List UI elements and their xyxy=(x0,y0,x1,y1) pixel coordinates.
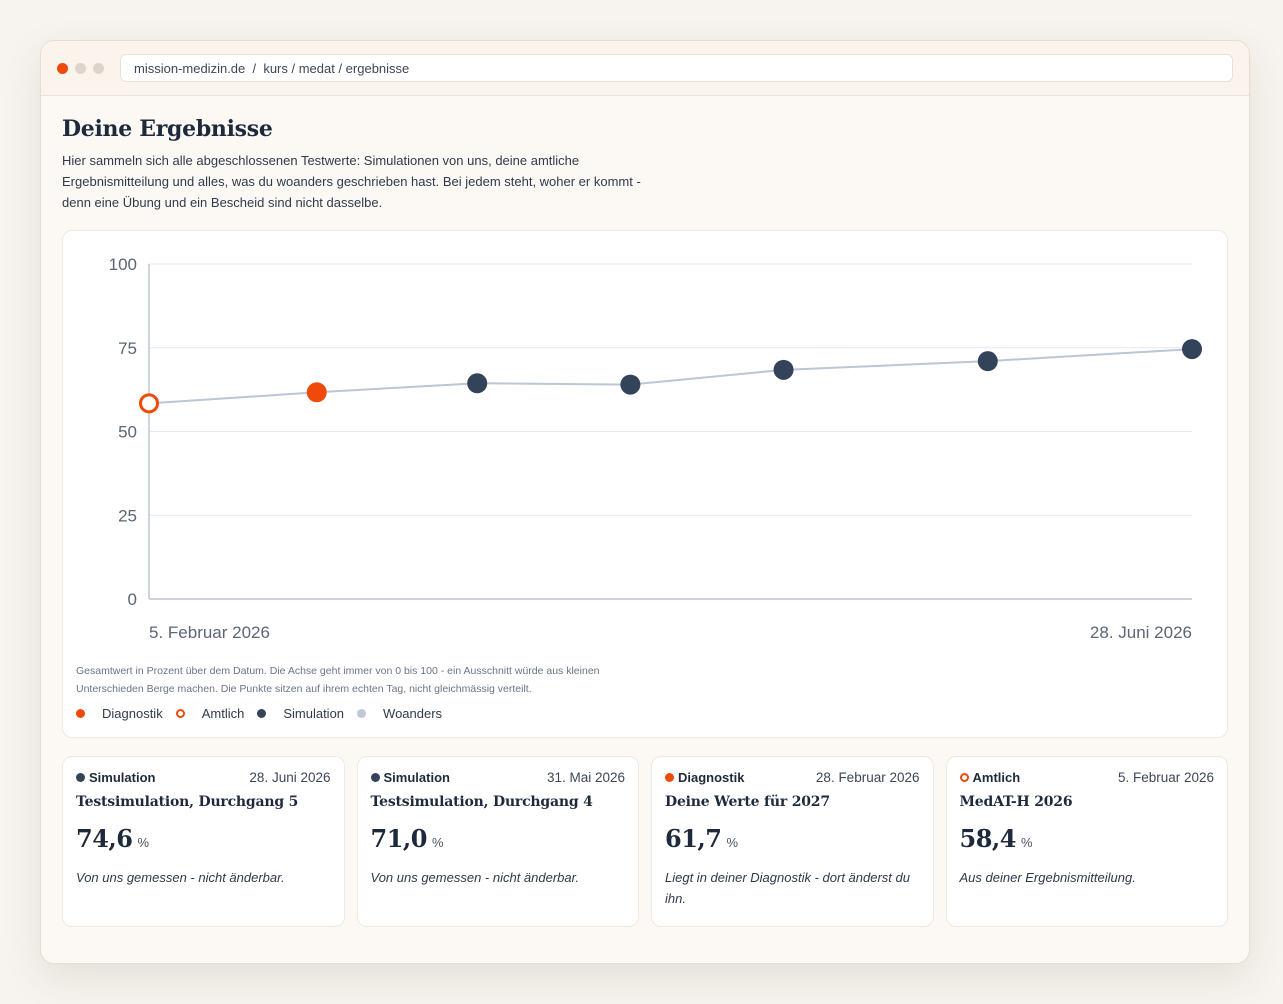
card-score-unit: % xyxy=(137,835,150,850)
y-tick-label: 0 xyxy=(128,590,137,609)
card-source-label: Amtlich xyxy=(972,770,1021,785)
data-point-simulation xyxy=(1182,339,1202,360)
card-score: 61,7% xyxy=(665,824,920,853)
title-bar: mission-medizin.de / kurs / medat / erge… xyxy=(41,41,1249,96)
card-title: Testsimulation, Durchgang 5 xyxy=(76,794,299,810)
results-chart: 0 25 50 75 100 5. Februar 2026 28. Juni 2026 xyxy=(109,255,1202,642)
legend-item-diagnostik: Diagnostik xyxy=(76,706,163,721)
series-line xyxy=(148,348,1193,405)
window-controls xyxy=(57,62,104,74)
data-point-simulation xyxy=(977,351,998,372)
results-chart-card: 0 25 50 75 100 5. Februar 2026 28. Juni 2026 G… xyxy=(62,230,1228,738)
data-point-simulation xyxy=(773,359,794,380)
result-card[interactable]: Diagnostik 28. Februar 2026 Deine Werte fü… xyxy=(651,756,934,927)
card-score-value: 71,0 xyxy=(370,824,428,853)
card-note: Aus deiner Ergebnismitteilung. xyxy=(959,870,1136,885)
result-card[interactable]: Amtlich 5. Februar 2026 MedAT-H 2026 58,4% A… xyxy=(945,756,1228,927)
data-point-simulation xyxy=(467,373,488,394)
page-intro: Hier sammeln sich alle abgeschlossenen T… xyxy=(62,153,641,210)
card-date: 5. Februar 2026 xyxy=(1117,770,1214,785)
card-score-unit: % xyxy=(431,835,444,850)
card-source-label: Simulation xyxy=(89,770,156,785)
card-title: MedAT-H 2026 xyxy=(959,794,1073,810)
source-marker-icon xyxy=(76,773,85,782)
card-note: Liegt in deiner Diagnostik - dort änders… xyxy=(665,870,910,906)
x-tick-label: 28. Juni 2026 xyxy=(1090,623,1192,642)
x-tick-label: 5. Februar 2026 xyxy=(149,623,270,642)
card-date: 31. Mai 2026 xyxy=(546,770,625,785)
card-source-label: Simulation xyxy=(383,770,450,785)
card-source: Simulation xyxy=(370,770,450,785)
card-score-value: 74,6 xyxy=(76,824,133,853)
y-tick-label: 100 xyxy=(109,255,137,274)
browser-window: mission-medizin.de / kurs / medat / erge… xyxy=(40,40,1250,964)
result-card[interactable]: Simulation 28. Juni 2026 Testsimulation, D… xyxy=(62,756,345,927)
card-header: Simulation 31. Mai 2026 xyxy=(370,770,625,785)
card-source: Diagnostik xyxy=(665,770,744,785)
minimize-window-button[interactable] xyxy=(75,62,86,74)
legend-marker-icon xyxy=(175,709,185,718)
source-marker-icon xyxy=(370,773,380,782)
legend-label: Woanders xyxy=(383,706,443,721)
page-title: Deine Ergebnisse xyxy=(62,116,273,142)
legend-item-simulation: Simulation xyxy=(257,706,344,721)
page-content: Deine Ergebnisse Hier sammeln sich alle … xyxy=(62,114,1228,927)
data-point-amtlich xyxy=(139,393,159,414)
card-note: Von uns gemessen - nicht änderbar. xyxy=(76,870,285,885)
legend-label: Simulation xyxy=(283,706,345,721)
card-score: 74,6% xyxy=(76,824,331,853)
card-score-value: 58,4 xyxy=(959,824,1017,853)
legend-label: Diagnostik xyxy=(102,706,163,721)
y-tick-label: 75 xyxy=(118,339,137,358)
chart-legend: Diagnostik Amtlich Simulation Woanders xyxy=(76,706,455,721)
card-header: Simulation 28. Juni 2026 xyxy=(76,770,331,785)
chart-note: Gesamtwert in Prozent über dem Datum. Di… xyxy=(76,665,600,695)
legend-item-amtlich: Amtlich xyxy=(175,706,245,721)
result-cards: Simulation 28. Juni 2026 Testsimulation, D… xyxy=(62,756,1228,927)
data-point-diagnostik xyxy=(306,382,327,403)
card-source-label: Diagnostik xyxy=(678,770,745,785)
address-text: mission-medizin.de / kurs / medat / erge… xyxy=(134,60,410,76)
legend-label: Amtlich xyxy=(201,706,245,721)
legend-marker-icon xyxy=(257,709,267,718)
y-tick-label: 25 xyxy=(118,506,137,525)
y-tick-label: 50 xyxy=(118,423,137,442)
address-bar[interactable]: mission-medizin.de / kurs / medat / erge… xyxy=(120,54,1233,82)
card-score-value: 61,7 xyxy=(665,824,722,853)
source-marker-icon xyxy=(665,773,674,782)
data-point-simulation xyxy=(620,374,641,395)
card-header: Diagnostik 28. Februar 2026 xyxy=(665,770,920,785)
source-marker-icon xyxy=(959,773,969,782)
legend-marker-icon xyxy=(76,709,85,718)
card-header: Amtlich 5. Februar 2026 xyxy=(959,770,1214,785)
card-source: Amtlich xyxy=(959,770,1021,785)
card-score-unit: % xyxy=(726,835,739,850)
legend-item-woanders: Woanders xyxy=(357,706,442,721)
card-note: Von uns gemessen - nicht änderbar. xyxy=(370,870,580,885)
close-window-button[interactable] xyxy=(57,62,68,74)
card-title: Deine Werte für 2027 xyxy=(665,794,830,810)
card-score: 71,0% xyxy=(371,824,626,853)
card-score: 58,4% xyxy=(960,824,1215,853)
maximize-window-button[interactable] xyxy=(93,62,104,74)
card-score-unit: % xyxy=(1020,835,1033,850)
card-source: Simulation xyxy=(76,770,155,785)
legend-marker-icon xyxy=(357,709,367,718)
result-card[interactable]: Simulation 31. Mai 2026 Testsimulation, Du… xyxy=(356,756,639,927)
card-title: Testsimulation, Durchgang 4 xyxy=(370,794,593,810)
card-date: 28. Februar 2026 xyxy=(815,770,920,785)
card-date: 28. Juni 2026 xyxy=(249,770,331,785)
